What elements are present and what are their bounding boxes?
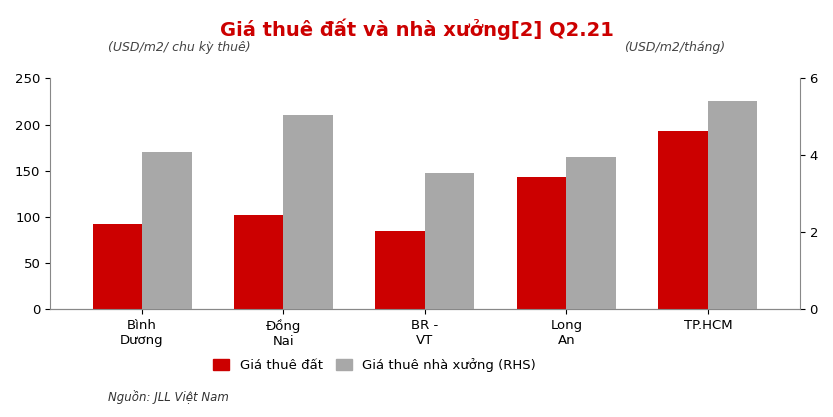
Bar <box>708 101 757 309</box>
Bar <box>283 116 333 309</box>
Text: Giá thuê đất và nhà xưởng[2] Q2.21: Giá thuê đất và nhà xưởng[2] Q2.21 <box>220 19 613 40</box>
Text: (USD/m2/ chu kỳ thuê): (USD/m2/ chu kỳ thuê) <box>108 41 251 54</box>
Text: Nguồn: JLL Việt Nam: Nguồn: JLL Việt Nam <box>108 390 229 404</box>
Bar <box>658 131 708 309</box>
Bar <box>142 152 192 309</box>
Bar <box>234 215 283 309</box>
Text: (USD/m2/tháng): (USD/m2/tháng) <box>624 41 725 54</box>
Bar <box>425 173 475 309</box>
Legend: Giá thuê đất, Giá thuê nhà xưởng (RHS): Giá thuê đất, Giá thuê nhà xưởng (RHS) <box>208 352 541 377</box>
Bar <box>376 231 425 309</box>
Bar <box>92 224 142 309</box>
Bar <box>566 157 616 309</box>
Bar <box>517 177 566 309</box>
